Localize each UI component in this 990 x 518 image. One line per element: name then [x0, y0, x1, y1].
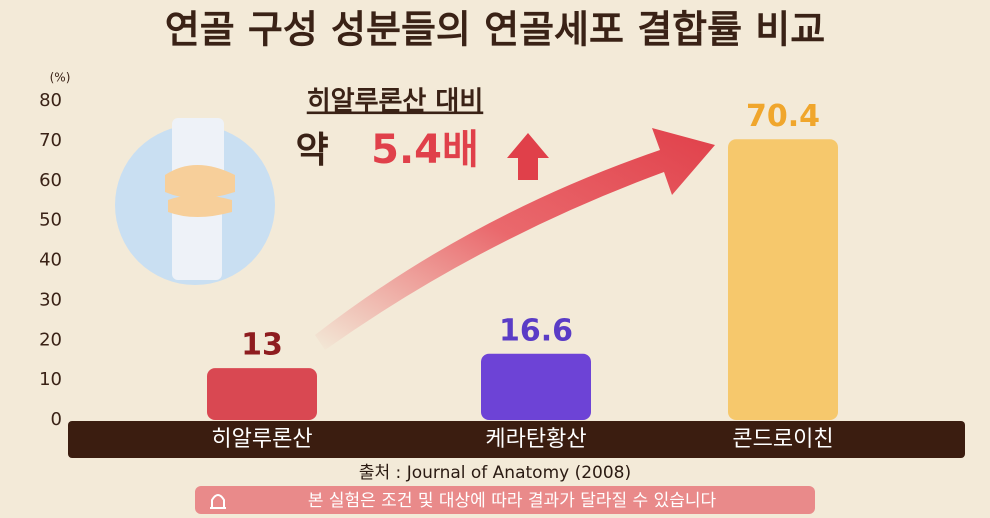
y-tick-label: 50 — [39, 210, 62, 231]
knee-illustration — [115, 118, 275, 285]
x-tick-label: 케라탄황산 — [485, 427, 586, 452]
value-label: 16.6 — [499, 313, 573, 348]
bar — [207, 368, 317, 420]
alert-icon — [210, 494, 226, 509]
annotation-approx: 약 — [295, 130, 328, 171]
y-tick-label: 80 — [39, 90, 62, 111]
x-tick-label: 히알루론산 — [211, 427, 312, 452]
y-tick-label: 20 — [39, 329, 62, 350]
x-axis-bar — [68, 421, 965, 458]
source: 출처 : Journal of Anatomy (2008) — [359, 463, 631, 483]
y-tick-label: 60 — [39, 170, 62, 191]
y-tick-label: 40 — [39, 250, 62, 271]
y-unit: (%) — [50, 71, 71, 85]
trend-arrow — [315, 128, 715, 350]
disclaimer: 본 실험은 조건 및 대상에 따라 결과가 달라질 수 있습니다 — [308, 491, 717, 511]
annotation-ratio: 5.4배 — [371, 127, 479, 173]
chart-title: 연골 구성 성분들의 연골세포 결합률 비교 — [165, 8, 825, 52]
y-tick-label: 0 — [51, 409, 62, 430]
x-tick-label: 콘드로이친 — [732, 427, 833, 452]
bar — [481, 353, 591, 420]
annotation-comparison: 히알루론산 대비 — [307, 87, 484, 117]
y-tick-label: 30 — [39, 289, 62, 310]
bar — [728, 139, 838, 420]
value-label: 13 — [241, 328, 283, 363]
disclaimer-box — [195, 486, 815, 514]
value-label: 70.4 — [746, 99, 820, 134]
y-tick-label: 70 — [39, 130, 62, 151]
y-tick-label: 10 — [39, 369, 62, 390]
up-arrow — [507, 133, 549, 180]
